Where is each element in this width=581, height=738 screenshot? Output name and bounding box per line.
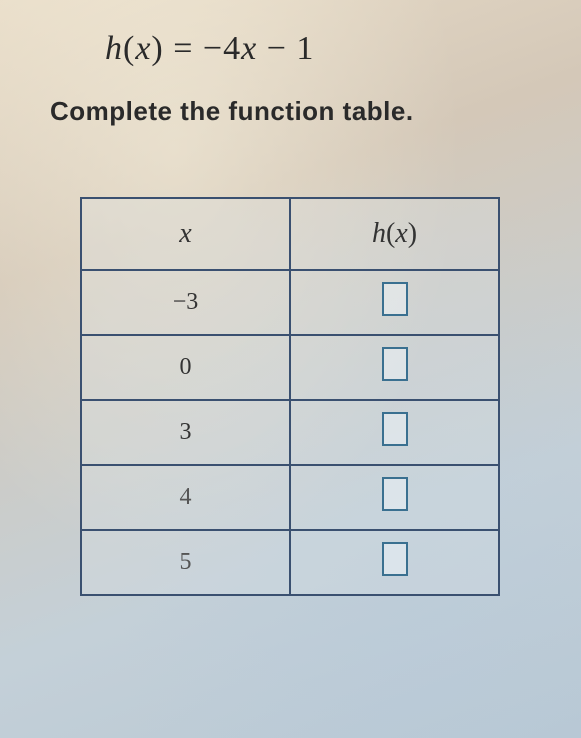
hx-close-paren: ) <box>408 218 417 249</box>
hx-var: x <box>395 218 407 249</box>
table-row: 3 <box>81 400 499 465</box>
hx-value-cell <box>290 530 499 595</box>
equation-func-name: h <box>105 30 123 67</box>
table-header-row: x h(x) <box>81 198 499 270</box>
table-row: −3 <box>81 270 499 335</box>
x-value-cell: −3 <box>81 270 290 335</box>
function-table: x h(x) −3 0 <box>80 197 500 596</box>
table-row: 0 <box>81 335 499 400</box>
table-row: 4 <box>81 465 499 530</box>
equation-open-paren: ( <box>123 30 135 67</box>
x-value-cell: 3 <box>81 400 290 465</box>
column-header-hx: h(x) <box>290 198 499 270</box>
x-value-cell: 0 <box>81 335 290 400</box>
answer-input[interactable] <box>382 477 408 511</box>
hx-value-cell <box>290 400 499 465</box>
x-value-cell: 4 <box>81 465 290 530</box>
hx-open-paren: ( <box>386 218 395 249</box>
answer-input[interactable] <box>382 542 408 576</box>
x-value-cell: 5 <box>81 530 290 595</box>
equation-rhs-suffix: − 1 <box>257 30 314 67</box>
equation-rhs-var: x <box>241 30 257 67</box>
hx-value-cell <box>290 335 499 400</box>
equation-rhs-prefix: = −4 <box>173 30 241 67</box>
column-header-x: x <box>81 198 290 270</box>
answer-input[interactable] <box>382 412 408 446</box>
instruction-text: Complete the function table. <box>50 96 531 127</box>
function-equation: h(x) = −4x − 1 <box>105 30 531 68</box>
hx-value-cell <box>290 270 499 335</box>
hx-value-cell <box>290 465 499 530</box>
equation-close-paren: ) <box>151 30 163 67</box>
answer-input[interactable] <box>382 347 408 381</box>
table-row: 5 <box>81 530 499 595</box>
answer-input[interactable] <box>382 282 408 316</box>
hx-func-name: h <box>372 218 386 249</box>
equation-variable: x <box>135 30 151 67</box>
function-table-container: x h(x) −3 0 <box>80 197 531 596</box>
